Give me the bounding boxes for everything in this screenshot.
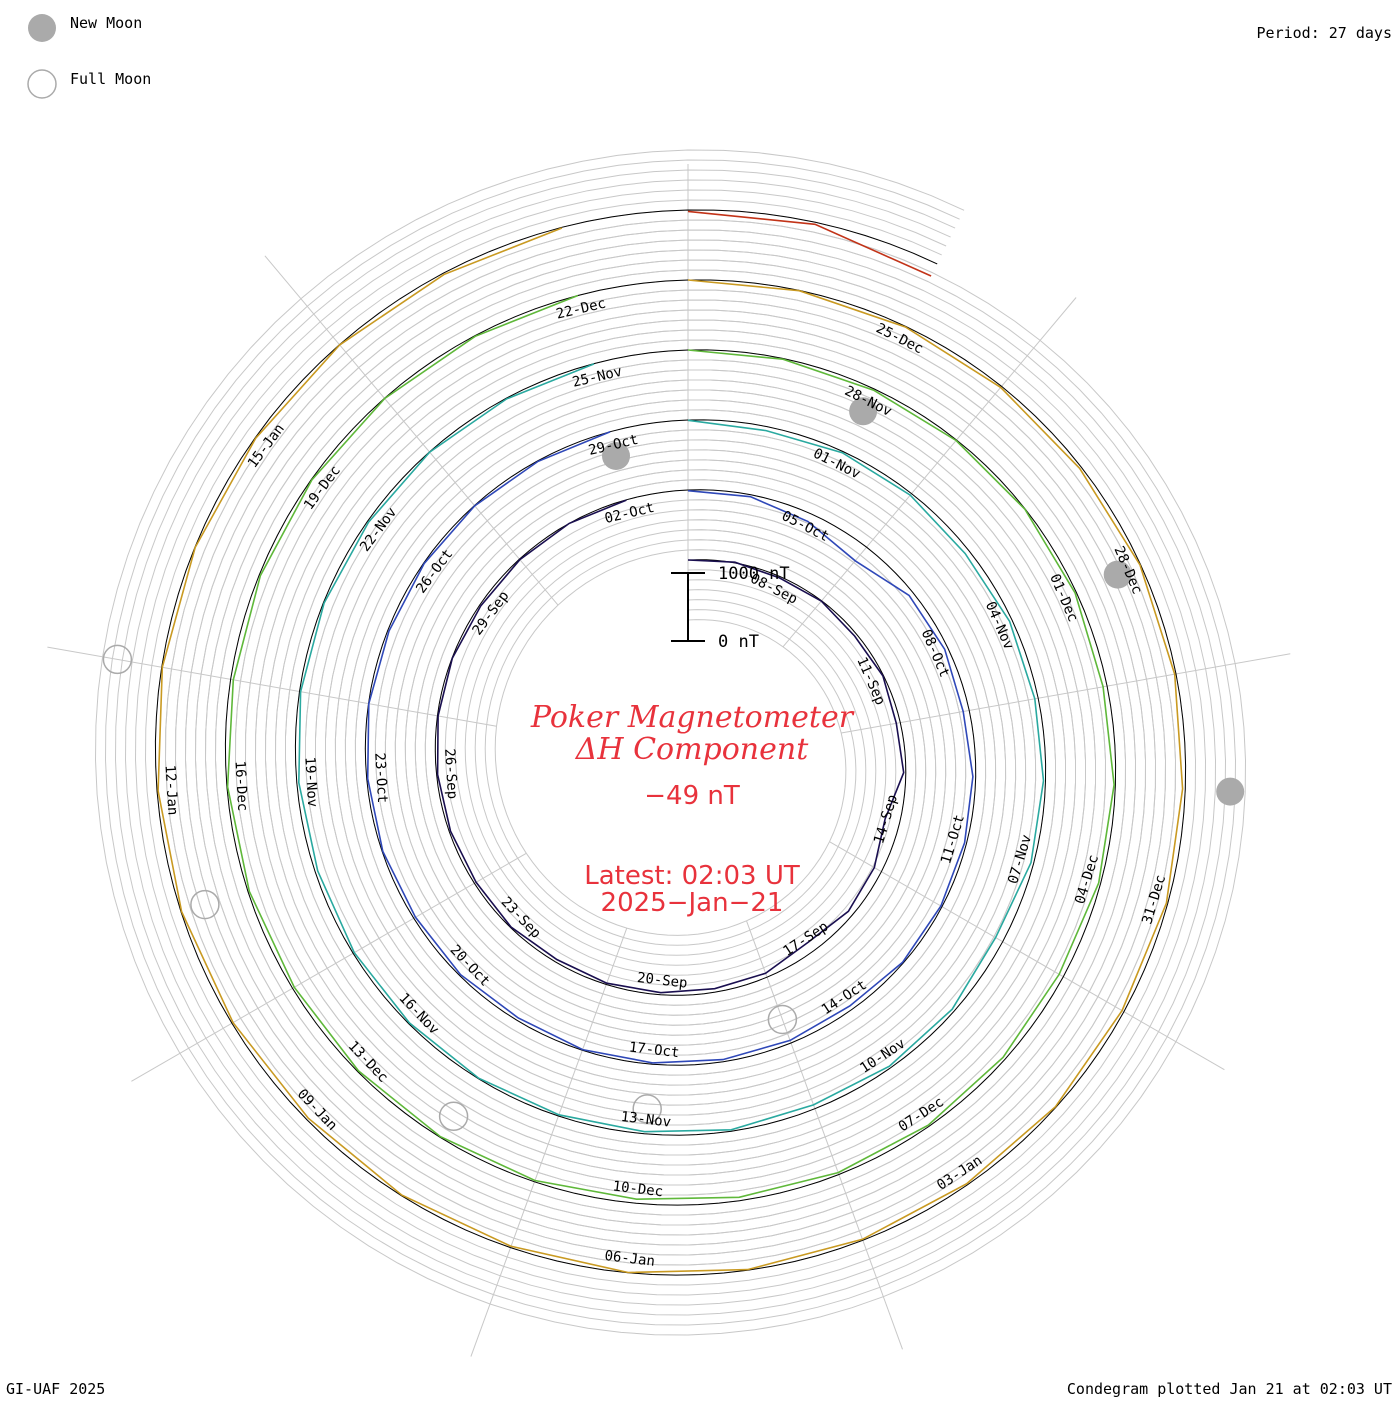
- grid-layer: [94, 149, 1247, 1336]
- latest-time: Latest: 02:03 UT: [584, 861, 800, 891]
- full-moon-marker-4: [102, 644, 133, 675]
- grid-spiral-9: [124, 179, 1217, 1306]
- date-label-10: 08-Oct: [918, 627, 953, 680]
- full-moon-marker-1: [632, 1094, 662, 1124]
- full-moon-marker-3: [190, 889, 220, 920]
- spoke-4: [746, 920, 903, 1350]
- data-series-4: [157, 227, 1184, 1274]
- current-value: −49 nT: [644, 781, 740, 811]
- spoke-1: [782, 297, 1077, 648]
- date-label-31: 10-Dec: [612, 1179, 664, 1201]
- date-label-9: 05-Oct: [779, 508, 831, 545]
- baseline-spiral: [154, 209, 1187, 1276]
- grid-spiral-10: [114, 169, 1227, 1316]
- spoke-8: [264, 255, 559, 606]
- series-layer: [157, 210, 1184, 1274]
- credit-label: GI-UAF 2025: [6, 1380, 105, 1398]
- date-label-2: 14-Sep: [871, 793, 901, 846]
- full-moon-marker-0: [767, 1004, 798, 1035]
- baseline-layer: [154, 209, 1187, 1276]
- scale-bar: 1000 nT 0 nT: [671, 564, 790, 652]
- date-label-15: 23-Oct: [371, 752, 390, 803]
- full-moon-legend-label: Full Moon: [70, 70, 151, 88]
- new-moon-marker-3: [1216, 777, 1245, 806]
- new-moon-legend-icon: [28, 14, 56, 42]
- data-series-5: [687, 210, 932, 277]
- date-label-20: 07-Nov: [1005, 833, 1035, 886]
- full-moon-marker-2: [438, 1101, 469, 1132]
- date-label-40: 06-Jan: [604, 1248, 656, 1270]
- data-series-0: [436, 499, 905, 994]
- grid-spiral-12: [94, 149, 1247, 1336]
- new-moon-marker-1: [849, 397, 878, 426]
- date-label-36: 25-Dec: [873, 320, 925, 357]
- new-moon-legend-label: New Moon: [70, 14, 142, 32]
- scale-bar-bottom-label: 0 nT: [718, 632, 759, 652]
- chart-title: Poker Magnetometer: [530, 700, 855, 735]
- moon-layer: [102, 397, 1245, 1132]
- grid-spiral-8: [134, 189, 1207, 1296]
- date-label-38: 31-Dec: [1139, 873, 1169, 926]
- date-label-6: 26-Sep: [441, 748, 460, 799]
- date-label-29: 04-Dec: [1072, 853, 1102, 906]
- chart-subtitle: ΔH Component: [575, 732, 809, 767]
- date-label-22: 13-Nov: [620, 1109, 672, 1131]
- data-series-3: [226, 294, 1115, 1201]
- spoke-5: [470, 927, 628, 1357]
- spoke-3: [829, 841, 1225, 1071]
- new-moon-marker-2: [1103, 560, 1132, 589]
- date-label-4: 20-Sep: [636, 970, 688, 992]
- data-series-2: [297, 363, 1045, 1133]
- data-series-1: [366, 430, 974, 1064]
- spoke-6: [131, 852, 527, 1082]
- date-label-28: 01-Dec: [1046, 572, 1081, 625]
- date-label-24: 19-Nov: [301, 756, 320, 807]
- date-label-12: 14-Oct: [819, 977, 870, 1018]
- date-label-41: 09-Jan: [294, 1086, 340, 1134]
- date-label-1: 11-Sep: [853, 655, 888, 708]
- plotted-label: Condegram plotted Jan 21 at 02:03 UT: [1067, 1380, 1392, 1398]
- date-label-11: 11-Oct: [938, 813, 968, 866]
- grid-spiral-11: [104, 159, 1237, 1326]
- grid-spiral-7: [144, 199, 1197, 1286]
- date-label-33: 16-Dec: [231, 760, 250, 811]
- full-moon-legend-icon: [27, 69, 57, 99]
- latest-date: 2025−Jan−21: [601, 888, 784, 918]
- date-label-8: 02-Oct: [603, 500, 656, 527]
- spoke-layer: [47, 164, 1291, 1357]
- new-moon-marker-0: [602, 442, 630, 470]
- scale-bar-top-label: 1000 nT: [718, 564, 790, 584]
- date-label-42: 12-Jan: [162, 764, 181, 815]
- spoke-7: [47, 646, 497, 727]
- date-label-13: 17-Oct: [628, 1039, 680, 1061]
- spoke-2: [841, 653, 1291, 734]
- date-label-3: 17-Sep: [780, 919, 831, 960]
- period-label: Period: 27 days: [1257, 24, 1392, 42]
